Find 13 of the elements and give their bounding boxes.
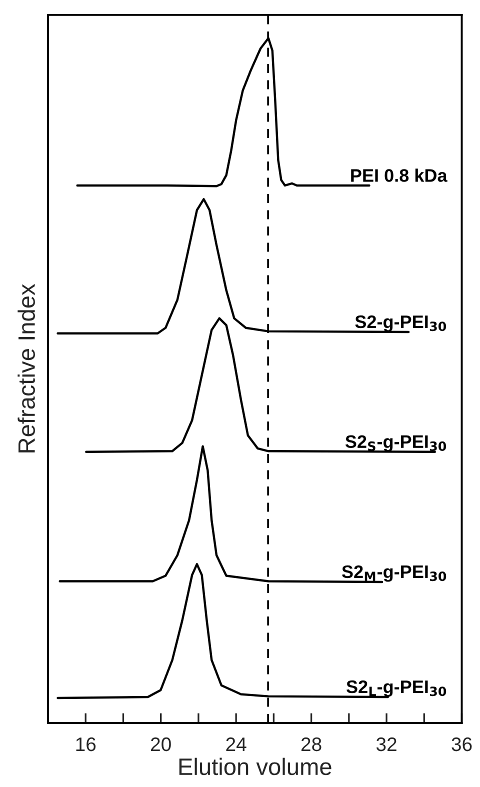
series-label: S2$_{L}$-g-PEI$_{30}$: [346, 680, 446, 697]
x-tick-label: 32: [376, 737, 396, 752]
x-tick-label: 36: [452, 737, 472, 752]
series-label: PEI 0.8 kDa: [351, 168, 448, 182]
x-tick-label: 24: [226, 737, 246, 751]
x-tick-label: 28: [301, 737, 322, 752]
x-tick-label: 16: [76, 737, 96, 752]
series-label: S2$_{S}$-g-PEI$_{30}$: [345, 435, 446, 452]
x-axis-title: Elution volume: [179, 758, 332, 776]
series-label: S2$_{M}$-g-PEI$_{30}$: [342, 565, 446, 582]
x-tick-label: 20: [151, 737, 171, 752]
series-label: S2-g-PEI$_{30}$: [355, 315, 446, 332]
y-axis-title: Refractive Index: [18, 284, 35, 452]
